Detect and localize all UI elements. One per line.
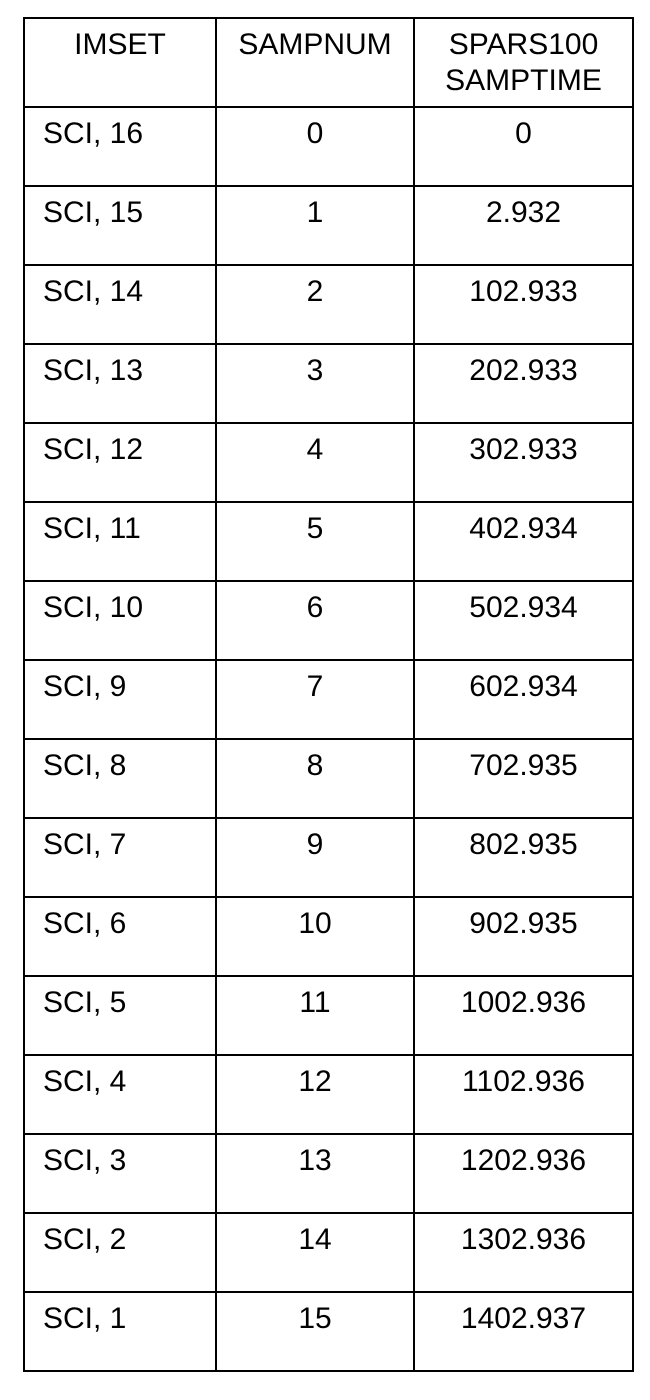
cell-samptime: 202.933 <box>413 343 634 424</box>
header-imset: IMSET <box>23 17 217 108</box>
cell-sampnum: 14 <box>215 1212 415 1293</box>
table-row: SCI, 10 6 502.934 <box>23 580 634 661</box>
table-row: SCI, 11 5 402.934 <box>23 501 634 582</box>
header-samptime-line2: SAMPTIME <box>445 64 602 97</box>
cell-samptime: 2.932 <box>413 185 634 266</box>
table-row: SCI, 12 4 302.933 <box>23 422 634 503</box>
cell-sampnum: 9 <box>215 817 415 898</box>
cell-samptime: 502.934 <box>413 580 634 661</box>
cell-imset: SCI, 15 <box>23 185 217 266</box>
cell-samptime: 1102.936 <box>413 1054 634 1135</box>
header-samptime-line1: SPARS100 <box>448 28 599 61</box>
cell-sampnum: 1 <box>215 185 415 266</box>
cell-sampnum: 2 <box>215 264 415 345</box>
header-sampnum-label: SAMPNUM <box>238 28 392 61</box>
cell-imset: SCI, 16 <box>23 106 217 187</box>
table-body: SCI, 16 0 0 SCI, 15 1 2.932 SCI, 14 2 10… <box>23 106 634 1372</box>
table-row: SCI, 13 3 202.933 <box>23 343 634 424</box>
table-row: SCI, 7 9 802.935 <box>23 817 634 898</box>
cell-sampnum: 10 <box>215 896 415 977</box>
cell-sampnum: 3 <box>215 343 415 424</box>
cell-samptime: 1002.936 <box>413 975 634 1056</box>
table-row: SCI, 14 2 102.933 <box>23 264 634 345</box>
cell-samptime: 1302.936 <box>413 1212 634 1293</box>
cell-samptime: 302.933 <box>413 422 634 503</box>
cell-samptime: 702.935 <box>413 738 634 819</box>
cell-sampnum: 5 <box>215 501 415 582</box>
cell-imset: SCI, 11 <box>23 501 217 582</box>
cell-imset: SCI, 13 <box>23 343 217 424</box>
cell-imset: SCI, 8 <box>23 738 217 819</box>
table-row: SCI, 16 0 0 <box>23 106 634 187</box>
cell-sampnum: 8 <box>215 738 415 819</box>
cell-samptime: 902.935 <box>413 896 634 977</box>
cell-imset: SCI, 3 <box>23 1133 217 1214</box>
header-row: IMSET SAMPNUM SPARS100 SAMPTIME <box>23 17 634 108</box>
cell-sampnum: 4 <box>215 422 415 503</box>
table-row: SCI, 5 11 1002.936 <box>23 975 634 1056</box>
cell-imset: SCI, 7 <box>23 817 217 898</box>
cell-sampnum: 13 <box>215 1133 415 1214</box>
cell-imset: SCI, 2 <box>23 1212 217 1293</box>
cell-samptime: 102.933 <box>413 264 634 345</box>
table-header: IMSET SAMPNUM SPARS100 SAMPTIME <box>23 17 634 108</box>
cell-sampnum: 11 <box>215 975 415 1056</box>
cell-sampnum: 0 <box>215 106 415 187</box>
cell-sampnum: 7 <box>215 659 415 740</box>
cell-samptime: 1202.936 <box>413 1133 634 1214</box>
cell-samptime: 802.935 <box>413 817 634 898</box>
table-row: SCI, 15 1 2.932 <box>23 185 634 266</box>
samptime-table: IMSET SAMPNUM SPARS100 SAMPTIME SCI, 16 … <box>23 17 634 1372</box>
cell-imset: SCI, 14 <box>23 264 217 345</box>
cell-imset: SCI, 9 <box>23 659 217 740</box>
cell-samptime: 402.934 <box>413 501 634 582</box>
table-row: SCI, 3 13 1202.936 <box>23 1133 634 1214</box>
table-row: SCI, 9 7 602.934 <box>23 659 634 740</box>
cell-samptime: 602.934 <box>413 659 634 740</box>
cell-sampnum: 15 <box>215 1291 415 1372</box>
table-row: SCI, 8 8 702.935 <box>23 738 634 819</box>
cell-imset: SCI, 6 <box>23 896 217 977</box>
cell-imset: SCI, 10 <box>23 580 217 661</box>
table-row: SCI, 1 15 1402.937 <box>23 1291 634 1372</box>
cell-samptime: 0 <box>413 106 634 187</box>
header-sampnum: SAMPNUM <box>215 17 415 108</box>
cell-imset: SCI, 5 <box>23 975 217 1056</box>
cell-samptime: 1402.937 <box>413 1291 634 1372</box>
cell-imset: SCI, 1 <box>23 1291 217 1372</box>
cell-imset: SCI, 4 <box>23 1054 217 1135</box>
table-row: SCI, 6 10 902.935 <box>23 896 634 977</box>
cell-imset: SCI, 12 <box>23 422 217 503</box>
table-row: SCI, 4 12 1102.936 <box>23 1054 634 1135</box>
header-samptime: SPARS100 SAMPTIME <box>413 17 634 108</box>
header-imset-label: IMSET <box>74 28 166 61</box>
cell-sampnum: 12 <box>215 1054 415 1135</box>
table-row: SCI, 2 14 1302.936 <box>23 1212 634 1293</box>
cell-sampnum: 6 <box>215 580 415 661</box>
